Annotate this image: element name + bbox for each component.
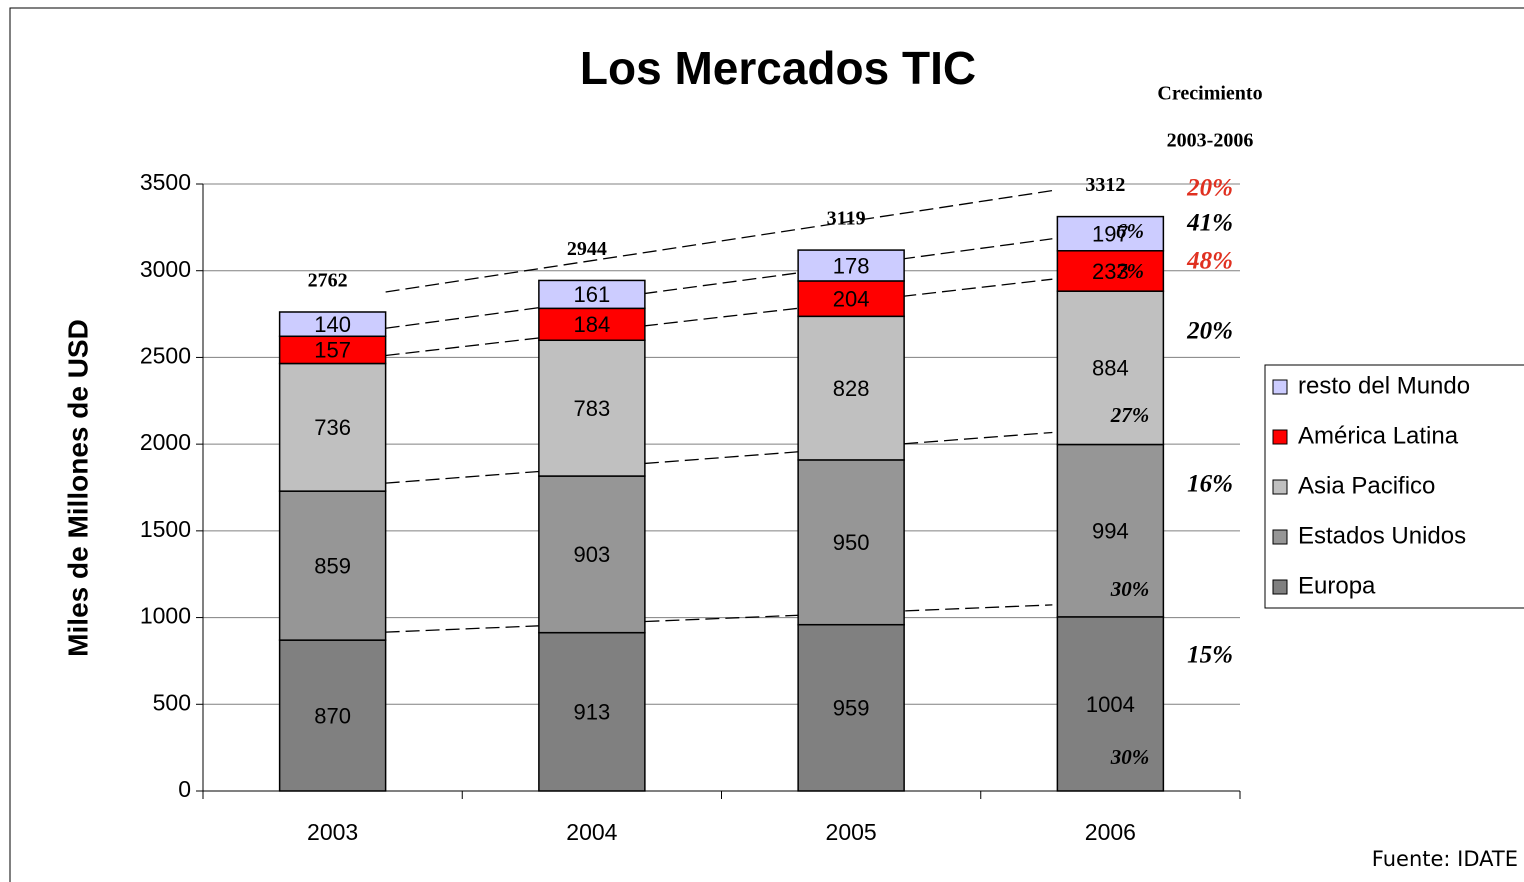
value-label: 870 xyxy=(314,703,351,728)
bar-segment xyxy=(797,459,905,626)
value-label: 178 xyxy=(833,253,870,278)
bar-segment xyxy=(278,311,387,338)
value-label: 783 xyxy=(574,396,611,421)
growth-label: 15% xyxy=(1187,642,1233,669)
bar-segment xyxy=(797,315,905,461)
connector xyxy=(385,278,1053,357)
x-tick-label: 2004 xyxy=(566,819,617,845)
connector xyxy=(385,604,1053,633)
value-label: 161 xyxy=(574,282,611,307)
total-label: 3119 xyxy=(827,208,866,230)
value-label: 157 xyxy=(314,338,351,363)
total-label: 2762 xyxy=(308,270,348,292)
value-label: 1004 xyxy=(1086,692,1135,717)
value-label: 913 xyxy=(574,700,611,725)
value-label: 233 xyxy=(1092,259,1129,284)
legend-label: Europa xyxy=(1298,572,1376,599)
legend-box xyxy=(1264,364,1524,609)
legend-swatch xyxy=(1272,379,1288,395)
legend-swatch xyxy=(1272,479,1288,495)
share-label: 27% xyxy=(1110,403,1150,427)
bar-segment xyxy=(1056,215,1165,252)
connector xyxy=(385,431,1053,484)
value-label: 204 xyxy=(833,286,870,311)
growth-title: Crecimiento xyxy=(1157,83,1262,105)
legend-label: Asia Pacifico xyxy=(1298,472,1435,499)
growth-label: 20% xyxy=(1186,318,1233,345)
bar-segment xyxy=(797,280,905,318)
share-label: 7% xyxy=(1116,259,1144,283)
value-label: 859 xyxy=(314,553,351,578)
share-label: 30% xyxy=(1110,745,1150,769)
growth-label: 20% xyxy=(1186,175,1233,202)
legend-label: América Latina xyxy=(1298,422,1459,449)
y-tick-label: 2500 xyxy=(140,343,191,369)
value-label: 950 xyxy=(833,530,870,555)
growth-label: 41% xyxy=(1186,210,1233,237)
value-label: 184 xyxy=(574,312,611,337)
y-tick-label: 2000 xyxy=(140,429,191,455)
growth-title: 2003-2006 xyxy=(1167,130,1254,152)
connector xyxy=(385,238,1053,329)
y-tick-label: 1000 xyxy=(140,603,191,629)
value-label: 884 xyxy=(1092,356,1129,381)
y-axis-label: Miles de Millones de USD xyxy=(62,319,93,657)
legend-swatch xyxy=(1272,579,1288,595)
y-tick-label: 3000 xyxy=(140,256,191,282)
legend-swatch xyxy=(1272,529,1288,545)
total-label: 2944 xyxy=(567,238,607,260)
bar-segment xyxy=(797,623,905,792)
bar-segment xyxy=(538,279,646,310)
bar-segment xyxy=(278,335,387,365)
bar-segment xyxy=(538,307,646,342)
total-label: 3312 xyxy=(1085,174,1125,196)
bar-segment xyxy=(797,249,905,282)
share-label: 30% xyxy=(1110,577,1150,601)
x-tick-label: 2005 xyxy=(826,819,877,845)
bar-segment xyxy=(1056,443,1165,618)
x-tick-label: 2006 xyxy=(1085,819,1136,845)
y-tick-label: 500 xyxy=(153,689,191,715)
value-label: 140 xyxy=(314,312,351,337)
value-label: 959 xyxy=(833,696,870,721)
legend-label: resto del Mundo xyxy=(1298,372,1470,399)
x-tick-label: 2003 xyxy=(307,819,358,845)
legend-swatch xyxy=(1272,429,1288,445)
bar-segment xyxy=(278,490,387,641)
y-tick-label: 3500 xyxy=(140,169,191,195)
chart-title: Los Mercados TIC xyxy=(580,42,976,94)
bar-segment xyxy=(1056,290,1165,446)
frame xyxy=(9,7,1524,882)
value-label: 828 xyxy=(833,376,870,401)
y-tick-label: 0 xyxy=(178,776,191,802)
bar-segment xyxy=(538,631,646,792)
legend-label: Estados Unidos xyxy=(1298,522,1466,549)
value-label: 994 xyxy=(1092,518,1129,543)
growth-label: 16% xyxy=(1187,471,1233,498)
bar-segment xyxy=(278,362,387,492)
value-label: 736 xyxy=(314,415,351,440)
bar-segment xyxy=(538,475,646,634)
source: Fuente: IDATE xyxy=(1372,847,1518,871)
growth-label: 48% xyxy=(1186,248,1233,275)
share-label: 6% xyxy=(1116,219,1144,243)
y-tick-label: 1500 xyxy=(140,516,191,542)
bar-segment xyxy=(538,339,646,477)
connector xyxy=(385,189,1053,293)
value-label: 197 xyxy=(1092,221,1129,246)
bar-segment xyxy=(1056,616,1165,792)
value-label: 903 xyxy=(574,542,611,567)
